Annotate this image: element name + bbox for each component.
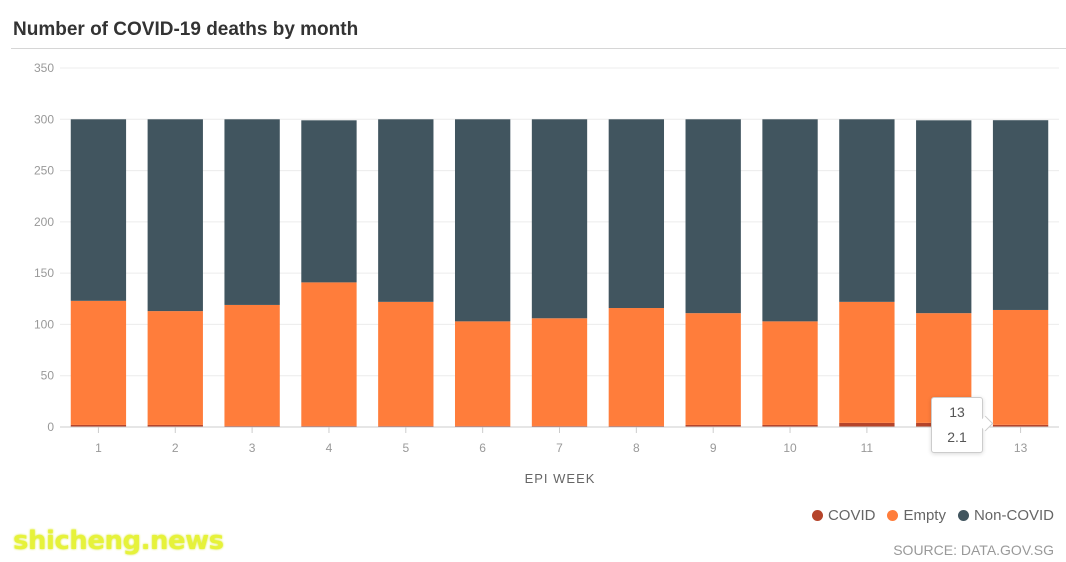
bar-segment-non-covid[interactable] — [531, 119, 588, 319]
legend-item-non-covid[interactable]: Non-COVID — [957, 507, 1054, 524]
x-axis-ticks: 1 2 3 4 5 6 7 8 9 10 11 13 — [95, 427, 1028, 455]
bar-segment-empty[interactable] — [685, 313, 741, 425]
x-tick-label: 11 — [861, 441, 874, 455]
bar-segment-non-covid[interactable] — [301, 120, 357, 283]
x-tick-label: 9 — [710, 441, 717, 455]
tooltip-week: 13 — [949, 404, 965, 420]
title-divider — [11, 48, 1066, 49]
bar-tooltip: 13 2.1 — [931, 397, 994, 453]
bar-segment-empty[interactable] — [224, 304, 280, 426]
stacked-bar-chart: 0 50 100 150 200 250 300 350 1 2 3 4 5 6 7 8 9 10 11 13 EP… — [34, 61, 1059, 486]
source-note: SOURCE: DATA.GOV.SG — [893, 542, 1054, 558]
bar-segment-empty[interactable] — [762, 321, 818, 425]
bar-segment-empty[interactable] — [992, 309, 1049, 425]
bars — [70, 119, 1049, 427]
x-tick-label: 6 — [479, 441, 486, 455]
bar-segment-covid[interactable] — [70, 424, 127, 427]
y-tick-label: 0 — [47, 420, 54, 434]
y-tick-label: 100 — [34, 317, 54, 331]
bar-segment-covid[interactable] — [839, 422, 895, 427]
bar-segment-non-covid[interactable] — [762, 119, 818, 322]
watermark-logo: shicheng.news — [13, 526, 224, 556]
x-tick-label: 13 — [1014, 441, 1028, 455]
bar-segment-covid[interactable] — [762, 424, 818, 427]
bar-segment-non-covid[interactable] — [147, 119, 203, 312]
bar-segment-empty[interactable] — [608, 308, 665, 426]
bar-segment-empty[interactable] — [454, 321, 511, 426]
legend-swatch-empty — [887, 510, 899, 521]
bar-segment-empty[interactable] — [301, 282, 357, 426]
y-tick-label: 200 — [34, 215, 54, 229]
x-tick-label: 8 — [633, 441, 640, 455]
y-tick-label: 150 — [34, 266, 54, 280]
bar-segment-covid[interactable] — [531, 425, 588, 427]
legend-item-covid[interactable]: COVID — [811, 507, 876, 524]
bar-segment-covid[interactable] — [378, 425, 434, 427]
bar-segment-empty[interactable] — [531, 318, 588, 426]
bar-segment-non-covid[interactable] — [839, 119, 895, 302]
y-tick-label: 250 — [34, 164, 54, 178]
bar-segment-covid[interactable] — [454, 425, 511, 427]
legend-item-empty[interactable]: Empty — [887, 507, 946, 524]
x-tick-label: 1 — [95, 441, 102, 455]
bar-segment-non-covid[interactable] — [70, 119, 127, 301]
x-tick-label: 10 — [783, 441, 797, 455]
x-tick-label: 7 — [556, 441, 563, 455]
bar-segment-non-covid[interactable] — [454, 119, 511, 322]
bar-segment-covid[interactable] — [608, 425, 665, 427]
bar-segment-empty[interactable] — [147, 311, 203, 425]
x-tick-label: 5 — [402, 441, 409, 455]
bar-segment-non-covid[interactable] — [685, 119, 741, 314]
y-tick-label: 50 — [41, 369, 55, 383]
bar-segment-covid[interactable] — [147, 424, 203, 427]
legend-swatch-covid — [811, 510, 823, 521]
bar-segment-non-covid[interactable] — [608, 119, 665, 309]
x-tick-label: 3 — [249, 441, 256, 455]
bar-segment-non-covid[interactable] — [916, 120, 972, 314]
bar-segment-empty[interactable] — [70, 300, 127, 425]
bar-segment-non-covid[interactable] — [224, 119, 280, 305]
legend-label-empty: Empty — [903, 507, 946, 524]
legend-swatch-non-covid — [957, 510, 969, 521]
chart-legend: COVID Empty Non-COVID — [811, 507, 1054, 524]
bar-segment-non-covid[interactable] — [378, 119, 434, 302]
x-tick-label: 4 — [326, 441, 333, 455]
bar-segment-empty[interactable] — [839, 301, 895, 423]
bar-segment-covid[interactable] — [992, 424, 1049, 427]
x-tick-label: 2 — [172, 441, 179, 455]
bar-segment-covid[interactable] — [301, 425, 357, 427]
tooltip-value: 2.1 — [947, 429, 967, 445]
y-axis-ticks: 0 50 100 150 200 250 300 350 — [34, 61, 54, 434]
bar-segment-empty[interactable] — [378, 301, 434, 426]
bar-segment-non-covid[interactable] — [992, 120, 1049, 310]
legend-label-non-covid: Non-COVID — [973, 507, 1054, 524]
chart-title: Number of COVID-19 deaths by month — [13, 19, 359, 40]
bar-segment-covid[interactable] — [224, 425, 280, 427]
y-tick-label: 350 — [34, 61, 54, 75]
bar-segment-covid[interactable] — [685, 424, 741, 427]
legend-label-covid: COVID — [827, 507, 876, 524]
y-tick-label: 300 — [34, 112, 54, 126]
x-axis-title: EPI WEEK — [525, 471, 596, 486]
